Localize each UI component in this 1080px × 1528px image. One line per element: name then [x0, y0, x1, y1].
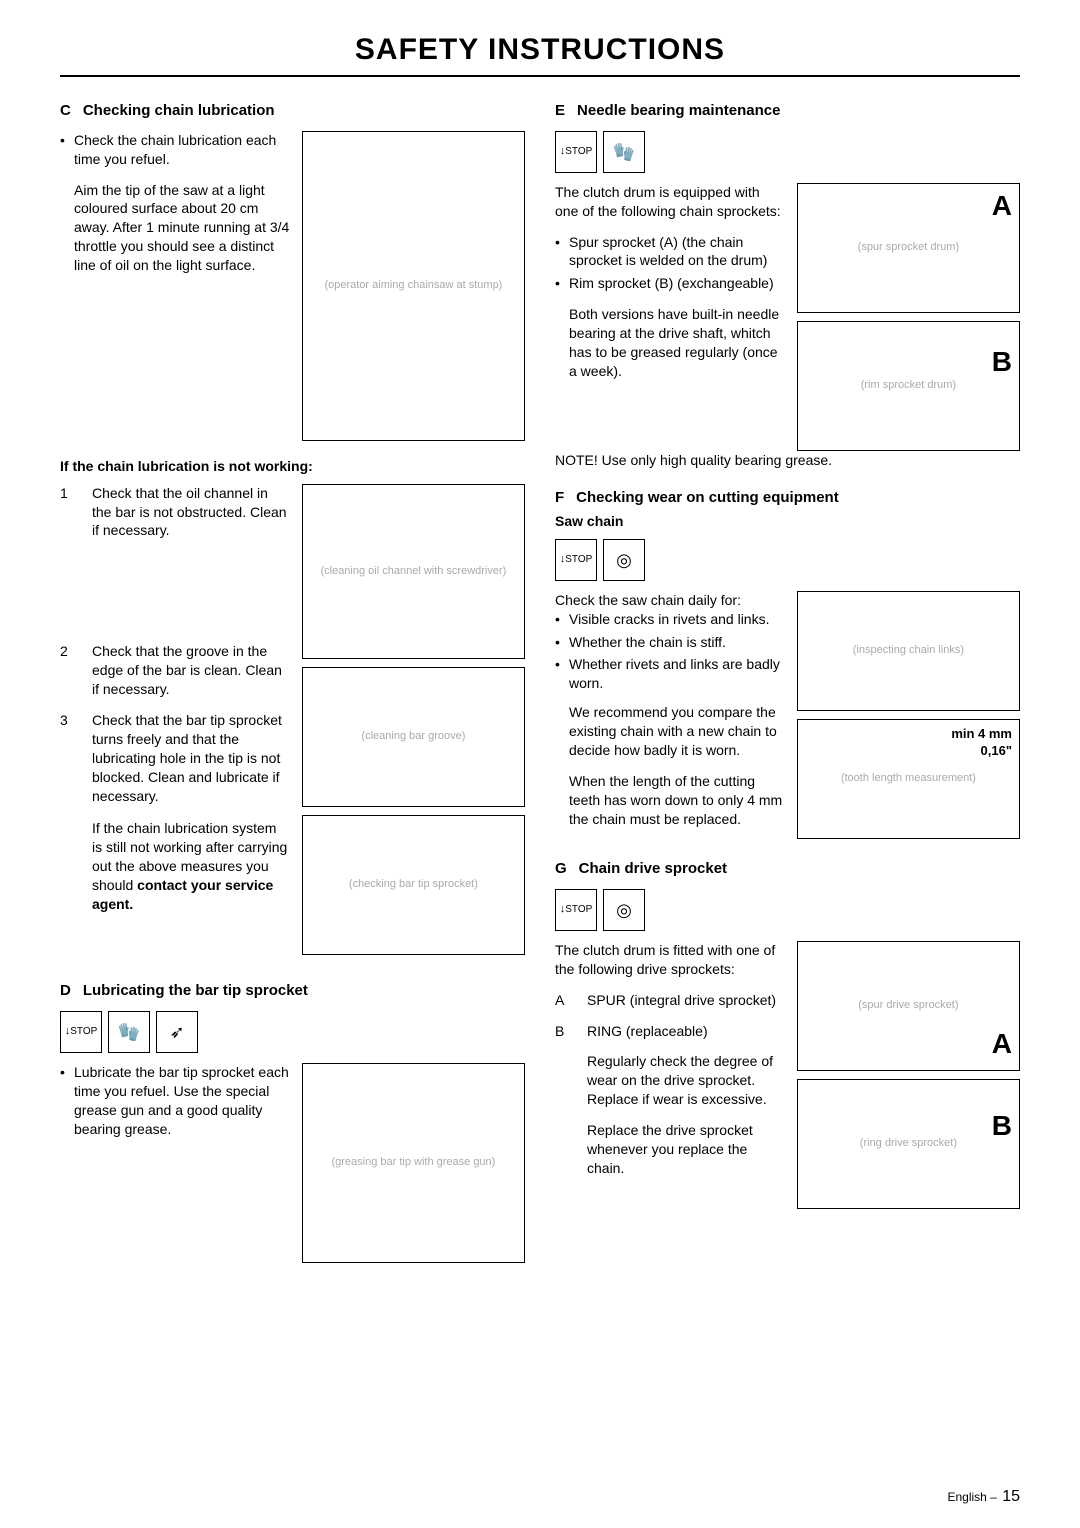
step-number: 2: [60, 642, 74, 699]
oilcan-icon: ➶: [156, 1011, 198, 1053]
item-label: B: [555, 1022, 569, 1041]
c-aim-text: Aim the tip of the saw at a light colour…: [60, 181, 290, 275]
right-column: E Needle bearing maintenance ↓STOP 🧤 The…: [555, 95, 1020, 1263]
section-e-heading: E Needle bearing maintenance: [555, 101, 1020, 121]
g-safety-icons: ↓STOP ◎: [555, 889, 1020, 931]
g-intro: The clutch drum is fitted with one of th…: [555, 941, 785, 979]
section-heading-text: Needle bearing maintenance: [577, 101, 780, 121]
c-service-note: If the chain lubrication system is still…: [60, 819, 290, 913]
section-letter: D: [60, 981, 71, 1001]
figure-spur-drive: (spur drive sprocket): [797, 941, 1020, 1071]
f-p2: We recommend you compare the existing ch…: [555, 703, 785, 760]
label-a: A: [992, 1025, 1012, 1063]
figure-clean-groove: (cleaning bar groove): [302, 667, 525, 807]
two-column-layout: C Checking chain lubrication Check the c…: [60, 95, 1020, 1263]
section-heading-text: Lubricating the bar tip sprocket: [83, 981, 308, 1001]
e-bullet-a: Spur sprocket (A) (the chain sprocket is…: [555, 233, 785, 271]
c-bullet: Check the chain lubrication each time yo…: [60, 131, 290, 169]
e-para2: Both versions have built-in needle beari…: [555, 305, 785, 381]
e-note: NOTE! Use only high quality bearing grea…: [555, 451, 1020, 470]
inspect-icon: ◎: [603, 889, 645, 931]
label-b: B: [992, 1107, 1012, 1145]
section-letter: E: [555, 101, 565, 121]
e-bullet-b: Rim sprocket (B) (exchangeable): [555, 274, 785, 293]
item-label: A: [555, 991, 569, 1010]
figure-ring-drive: (ring drive sprocket): [797, 1079, 1020, 1209]
section-heading-text: Chain drive sprocket: [579, 859, 727, 879]
d-bullet: Lubricate the bar tip sprocket each time…: [60, 1063, 290, 1139]
min-4mm-label: min 4 mm0,16": [951, 725, 1012, 760]
section-letter: F: [555, 488, 564, 508]
f-p3: When the length of the cutting teeth has…: [555, 772, 785, 829]
left-column: C Checking chain lubrication Check the c…: [60, 95, 525, 1263]
figure-operator-chainsaw: (operator aiming chainsaw at stump): [302, 131, 525, 441]
step-number: 1: [60, 484, 74, 541]
section-heading-text: Checking chain lubrication: [83, 101, 275, 121]
e-safety-icons: ↓STOP 🧤: [555, 131, 1020, 173]
step-number: 3: [60, 711, 74, 805]
f-lead: Check the saw chain daily for:: [555, 591, 785, 610]
stop-icon: ↓STOP: [60, 1011, 102, 1053]
section-letter: G: [555, 859, 567, 879]
figure-chain-inspection: (inspecting chain links): [797, 591, 1020, 711]
item-text: RING (replaceable): [587, 1022, 785, 1041]
figure-bar-tip-check: (checking bar tip sprocket): [302, 815, 525, 955]
figure-spur-sprocket: (spur sprocket drum): [797, 183, 1020, 313]
step-text: Check that the bar tip sprocket turns fr…: [92, 711, 290, 805]
label-a: A: [992, 187, 1012, 225]
f-safety-icons: ↓STOP ◎: [555, 539, 1020, 581]
c-subheading: If the chain lubrication is not working:: [60, 457, 525, 476]
f-b2: Whether the chain is stiff.: [555, 633, 785, 652]
c-step-2: 2 Check that the groove in the edge of t…: [60, 642, 290, 699]
section-d-body: Lubricate the bar tip sprocket each time…: [60, 1063, 525, 1263]
section-letter: C: [60, 101, 71, 121]
stop-icon: ↓STOP: [555, 889, 597, 931]
section-f-body: Check the saw chain daily for: Visible c…: [555, 591, 1020, 841]
section-e-body: The clutch drum is equipped with one of …: [555, 183, 1020, 451]
section-g-heading: G Chain drive sprocket: [555, 859, 1020, 879]
figure-rim-sprocket: (rim sprocket drum): [797, 321, 1020, 451]
section-d-heading: D Lubricating the bar tip sprocket: [60, 981, 525, 1001]
section-c-intro: Check the chain lubrication each time yo…: [60, 131, 525, 441]
step-text: Check that the oil channel in the bar is…: [92, 484, 290, 541]
section-f-heading: F Checking wear on cutting equipment: [555, 488, 1020, 508]
section-g-body: The clutch drum is fitted with one of th…: [555, 941, 1020, 1209]
c-bullet-text: Check the chain lubrication each time yo…: [74, 132, 276, 167]
f-b1: Visible cracks in rivets and links.: [555, 610, 785, 629]
page-title: SAFETY INSTRUCTIONS: [60, 30, 1020, 77]
inspect-icon: ◎: [603, 539, 645, 581]
glove-icon: 🧤: [603, 131, 645, 173]
e-intro: The clutch drum is equipped with one of …: [555, 183, 785, 221]
page-footer: English – 15: [947, 1486, 1020, 1508]
c-step-1: 1 Check that the oil channel in the bar …: [60, 484, 290, 541]
figure-clean-oil-channel: (cleaning oil channel with screwdriver): [302, 484, 525, 659]
step-text: Check that the groove in the edge of the…: [92, 642, 290, 699]
stop-icon: ↓STOP: [555, 131, 597, 173]
stop-icon: ↓STOP: [555, 539, 597, 581]
c-step-3: 3 Check that the bar tip sprocket turns …: [60, 711, 290, 805]
item-text: SPUR (integral drive sprocket): [587, 991, 785, 1010]
figure-grease-gun: (greasing bar tip with grease gun): [302, 1063, 525, 1263]
c-troubleshoot: 1 Check that the oil channel in the bar …: [60, 484, 525, 955]
label-b: B: [992, 343, 1012, 381]
footer-page-number: 15: [1002, 1488, 1020, 1505]
section-c-heading: C Checking chain lubrication: [60, 101, 525, 121]
glove-icon: 🧤: [108, 1011, 150, 1053]
section-heading-text: Checking wear on cutting equipment: [576, 488, 839, 508]
d-safety-icons: ↓STOP 🧤 ➶: [60, 1011, 525, 1053]
g-p3: Replace the drive sprocket whenever you …: [555, 1121, 785, 1178]
f-subheading: Saw chain: [555, 512, 1020, 531]
footer-language: English –: [947, 1490, 996, 1504]
g-p2: Regularly check the degree of wear on th…: [555, 1052, 785, 1109]
g-item-a: A SPUR (integral drive sprocket): [555, 991, 785, 1010]
g-item-b: B RING (replaceable): [555, 1022, 785, 1041]
f-b3: Whether rivets and links are badly worn.: [555, 655, 785, 693]
